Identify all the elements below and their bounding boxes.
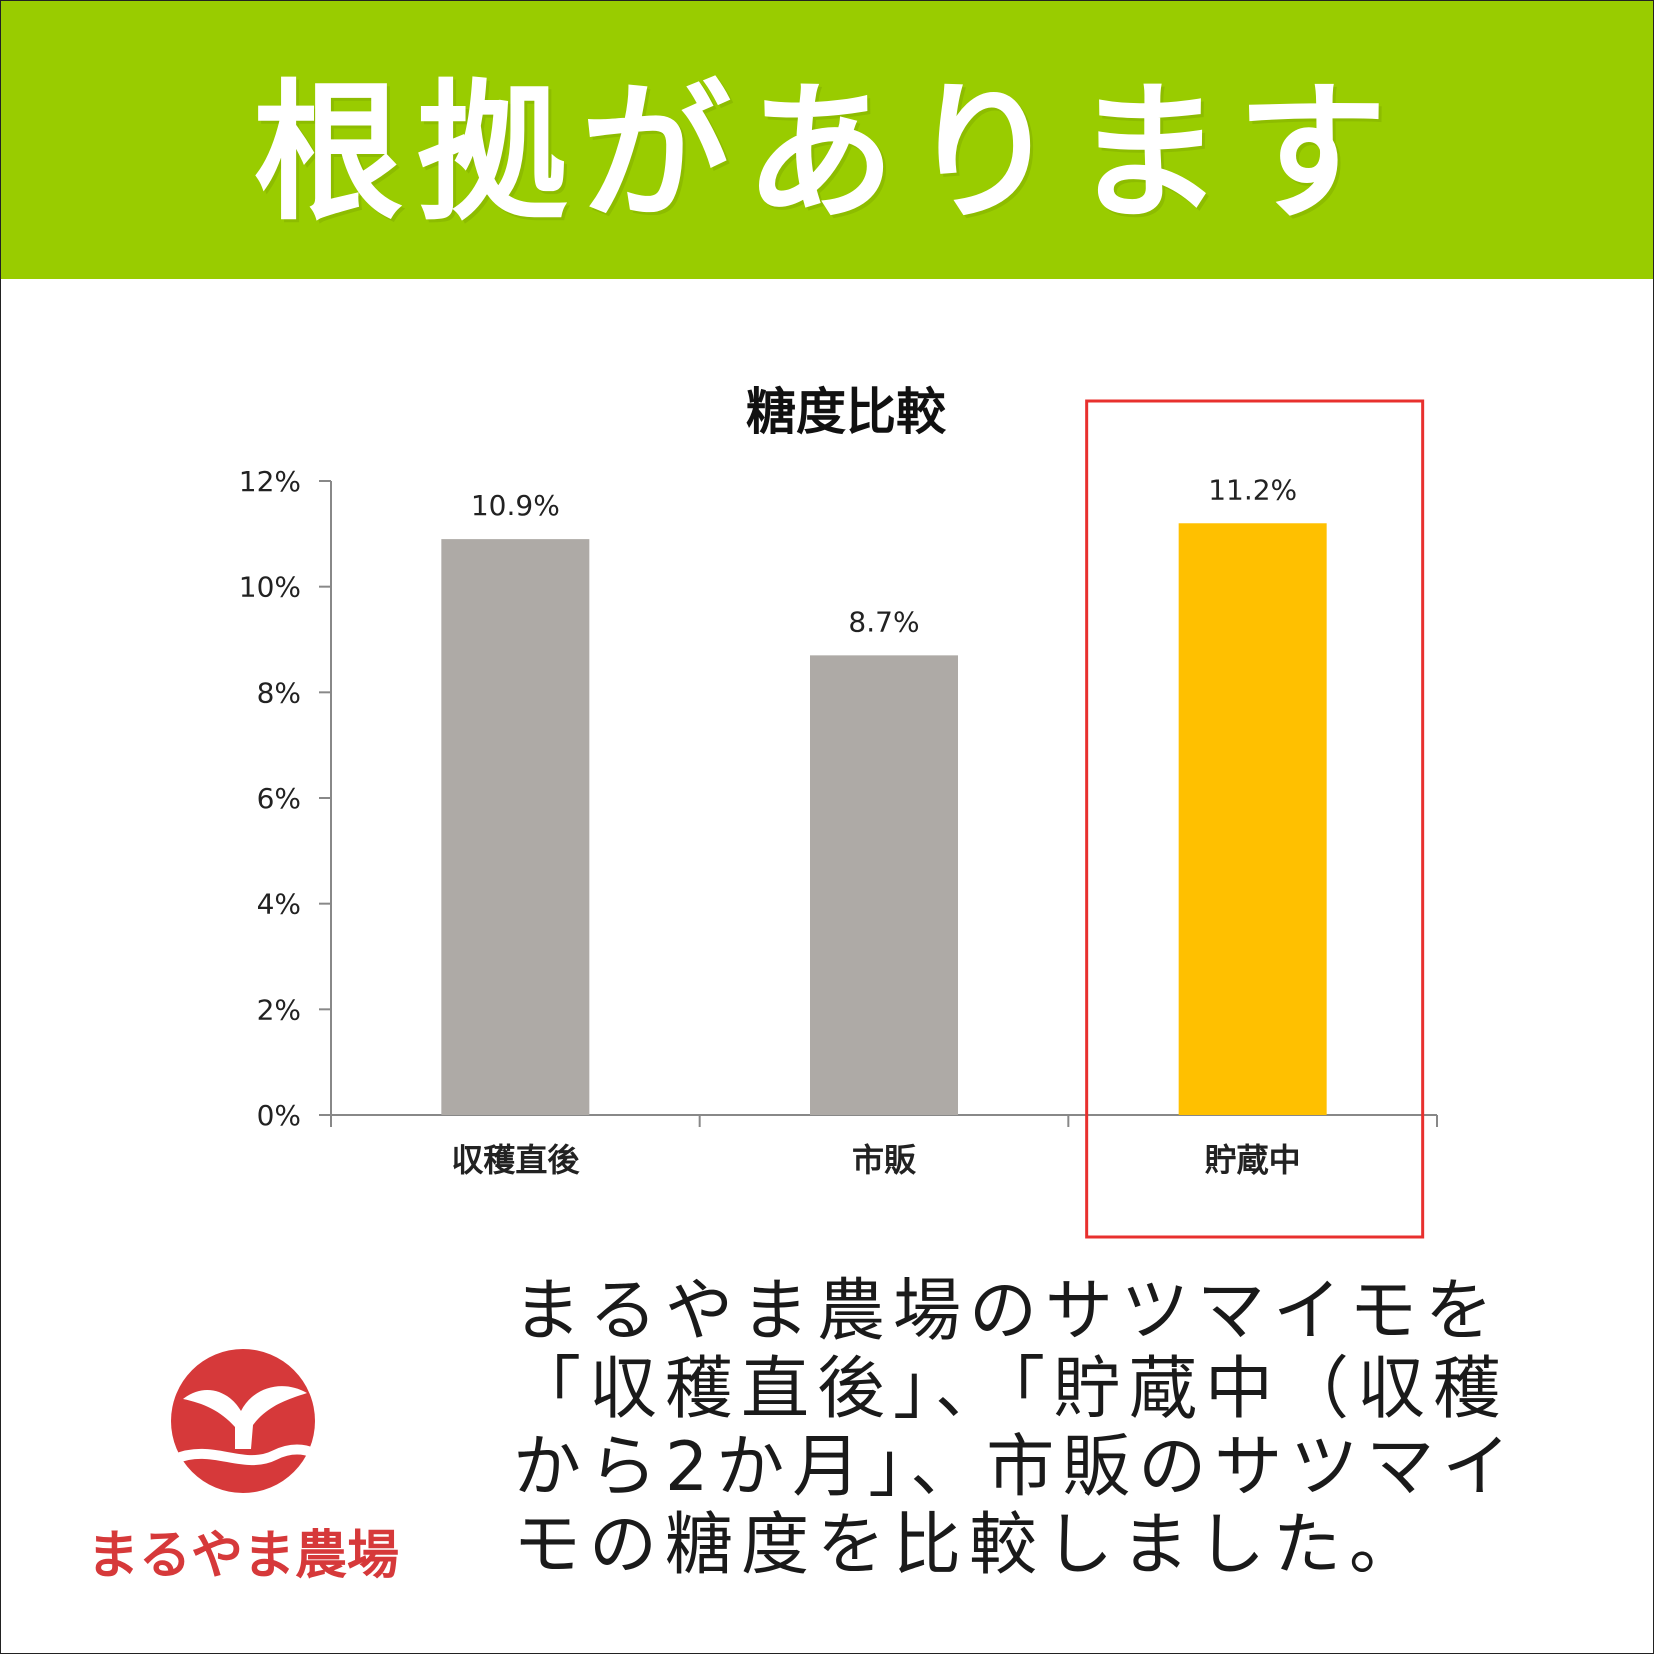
data-label: 8.7% xyxy=(848,605,919,638)
chart-title: 糖度比較 xyxy=(746,383,947,441)
bar xyxy=(810,655,958,1115)
x-tick-label: 貯蔵中 xyxy=(1205,1141,1301,1179)
banner-title: 根拠があります xyxy=(252,66,1401,241)
sprout-circle-logo-icon xyxy=(170,1349,318,1493)
y-tick-label: 0% xyxy=(257,1099,301,1132)
y-tick-label: 6% xyxy=(257,782,301,815)
bar xyxy=(441,539,590,1115)
bar xyxy=(1178,523,1327,1115)
header-banner: 根拠があります xyxy=(1,1,1653,279)
y-tick-label: 2% xyxy=(257,993,301,1026)
x-tick-label: 収穫直後 xyxy=(451,1141,580,1179)
farm-name: まるやま農場 xyxy=(86,1526,399,1586)
data-label: 10.9% xyxy=(471,489,560,522)
y-tick-label: 8% xyxy=(257,676,301,709)
farm-logo: まるやま農場 xyxy=(63,1341,423,1591)
y-tick-label: 12% xyxy=(239,465,301,498)
data-label: 11.2% xyxy=(1208,473,1297,506)
x-tick-label: 市販 xyxy=(852,1141,917,1179)
description-text: まるやま農場のサツマイモを 「収穫直後」、「貯蔵中（収穫 から2か月」、市販のサ… xyxy=(513,1272,1519,1585)
highlight-box xyxy=(1085,399,1425,1239)
y-tick-label: 10% xyxy=(239,571,301,604)
y-tick-label: 4% xyxy=(257,888,301,921)
